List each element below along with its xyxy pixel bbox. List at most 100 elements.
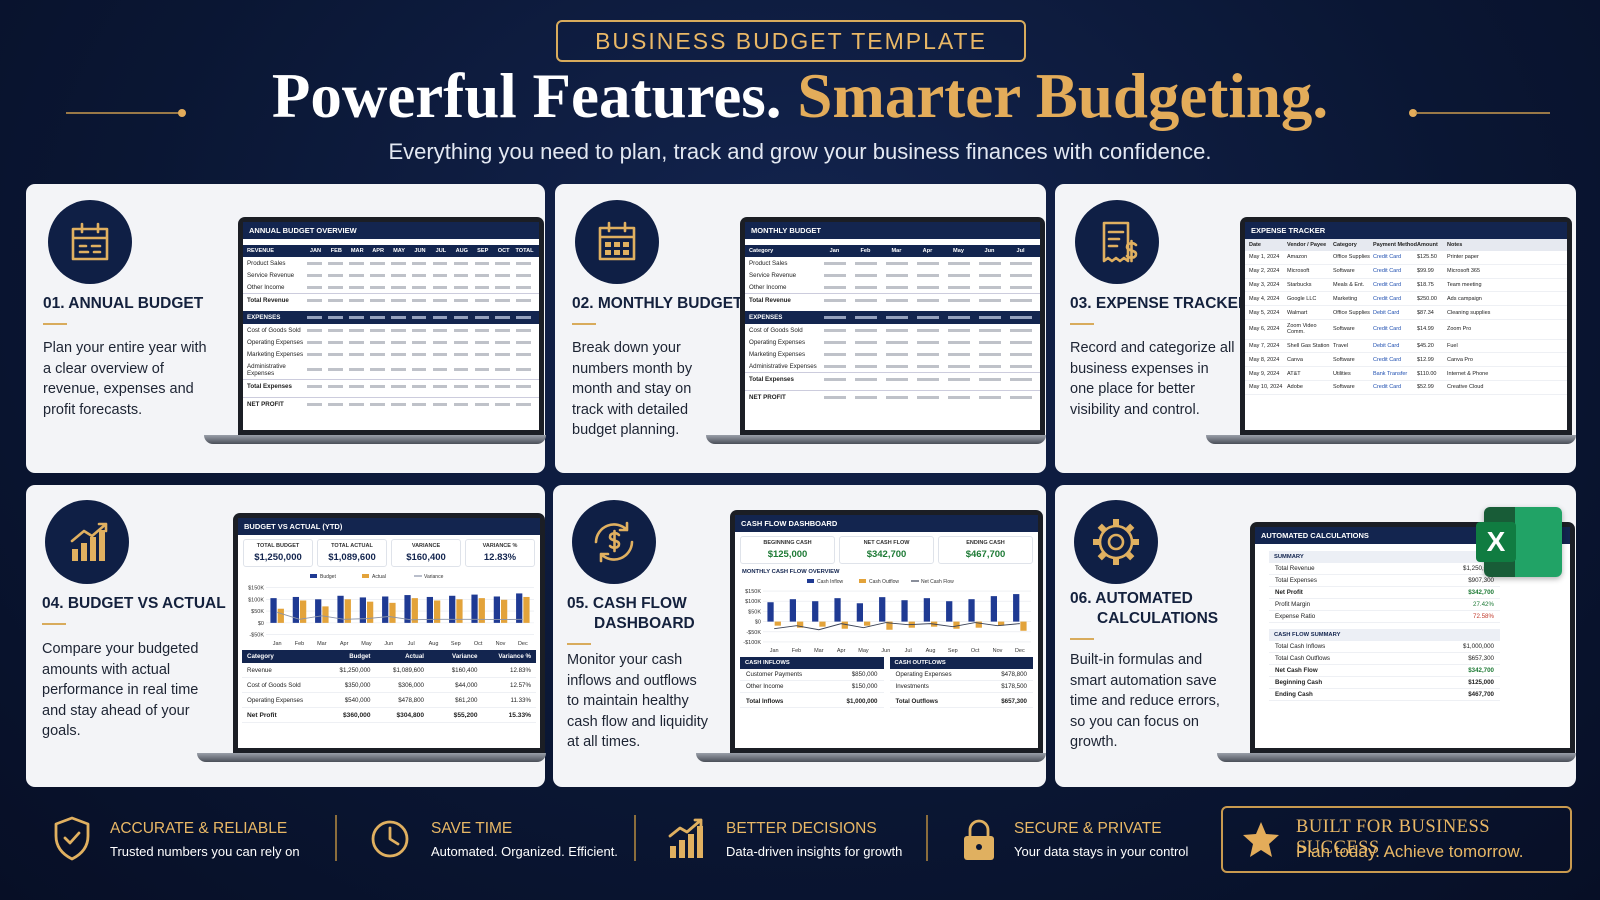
cell-value <box>979 328 1001 332</box>
icon-stroke <box>1102 221 1130 263</box>
column-header: May <box>953 248 964 254</box>
column-header: JAN <box>309 248 322 254</box>
feature-icon <box>48 200 132 284</box>
table-cell: Amazon <box>1287 254 1308 261</box>
section-label: EXPENSES <box>247 314 281 321</box>
x-tick-label: Jan <box>273 641 282 647</box>
table-row: Total Revenue <box>745 293 1040 306</box>
cell-value <box>411 328 427 332</box>
row-label: Other Income <box>746 683 784 690</box>
cell-value <box>824 273 846 277</box>
bar <box>864 621 871 626</box>
column-header: Category <box>1333 242 1357 248</box>
column-header <box>886 316 908 319</box>
screen-title: BUDGET VS ACTUAL (YTD) <box>238 518 540 535</box>
table-cell: $110.00 <box>1417 370 1437 377</box>
x-tick-label: Nov <box>993 648 1003 654</box>
table-row: Operating Expenses $540,000 $478,800 $61,20… <box>242 693 536 708</box>
bar <box>886 621 893 630</box>
bar <box>337 595 344 623</box>
cell-value <box>948 395 970 399</box>
table-row: Total Expenses <box>745 372 1040 385</box>
kpi-label: TOTAL ACTUAL <box>331 543 373 549</box>
cell-value <box>432 285 448 289</box>
cell-value <box>307 352 322 356</box>
row-label: Net Cash Flow <box>1275 667 1318 674</box>
card-description: Break down your numbers month by month a… <box>572 340 693 438</box>
table-cell: Credit Card <box>1373 254 1402 261</box>
cell-value <box>1010 298 1032 302</box>
row-label: Operating Expenses <box>749 338 806 346</box>
column-header: Category <box>749 248 774 254</box>
chart-title: MONTHLY CASH FLOW OVERVIEW <box>742 569 840 575</box>
kpi-card: TOTAL BUDGET $1,250,000 <box>243 539 313 567</box>
column-header <box>411 316 427 319</box>
laptop-base <box>706 435 1046 444</box>
row-value: $342,700 <box>1468 589 1494 596</box>
summary-row: Profit Margin 27.42% <box>1269 599 1500 611</box>
column-header: Variance <box>452 653 478 660</box>
icon-stroke <box>71 222 109 261</box>
row-label: Customer Payments <box>746 671 803 678</box>
screen-content: EXPENSE TRACKER Date Vendor / Payee Categor… <box>1245 222 1567 430</box>
screen-content: MONTHLY BUDGET Category Jan Feb Mar Apr May Jun… <box>745 222 1040 430</box>
legend-label: Net Cash Flow <box>921 579 954 585</box>
table-cell: May 7, 2024 <box>1249 343 1280 350</box>
column-header <box>1010 316 1032 319</box>
table-cell: May 1, 2024 <box>1249 254 1280 261</box>
cell-value <box>307 368 322 371</box>
feature-icon <box>575 200 659 284</box>
cell-value <box>370 384 385 388</box>
icon-stroke <box>598 221 636 261</box>
table-cell: $55,200 <box>453 711 478 719</box>
x-tick-label: Sep <box>451 641 461 647</box>
card-description: Compare your budgeted amounts with actua… <box>42 641 199 739</box>
cell-value <box>307 285 322 289</box>
summary-row: Total Outflows $657,300 <box>889 696 1033 708</box>
bar <box>367 601 374 623</box>
bar <box>501 599 508 623</box>
y-tick-label: -$50K <box>249 633 264 639</box>
icon-cell <box>623 250 629 255</box>
column-header <box>824 316 846 319</box>
bar <box>834 598 841 622</box>
cell-value <box>390 340 406 344</box>
table-cell: Utilities <box>1333 370 1351 377</box>
cell-value <box>855 285 877 289</box>
row-label: Net Profit <box>1275 589 1303 596</box>
bar <box>767 602 774 622</box>
table-row: Cost of Goods Sold $350,000 $306,000 $44,00… <box>242 678 536 693</box>
icon-stroke <box>1125 239 1138 263</box>
row-value: 72.58% <box>1473 613 1494 620</box>
cell-value <box>495 273 511 277</box>
cell-value <box>307 384 322 388</box>
cell-value <box>855 395 877 399</box>
footer-feature: BETTER DECISIONS Data-driven insights for… <box>726 820 902 859</box>
mini-chart: $150K $100K $50K $0 -$50K Budget Actual Varianc… <box>248 574 534 647</box>
cell-value <box>307 402 322 406</box>
row-label: Product Sales <box>749 259 788 267</box>
cell-value <box>453 340 469 344</box>
kpi-card: ENDING CASH $467,700 <box>938 536 1033 564</box>
cell-value <box>390 402 406 406</box>
title-block: 06. AUTOMATED CALCULATIONS <box>1070 589 1270 640</box>
column-header: Jun <box>984 248 995 254</box>
excel-letter: X <box>1476 522 1516 562</box>
table-row: Other Income <box>243 281 539 293</box>
row-value: $150,000 <box>851 683 878 690</box>
feature-icon <box>1075 200 1159 284</box>
x-tick-label: Dec <box>518 641 528 647</box>
cell-value <box>886 285 908 289</box>
bar <box>998 621 1005 626</box>
cta-box: BUILT FOR BUSINESS SUCCESS Plan today. Ac… <box>1221 806 1572 873</box>
cell-value <box>855 364 877 368</box>
table-header: REVENUE JAN FEB MAR APR MAY JUN JUL AUG SEP OCT TOT… <box>243 245 539 257</box>
bar <box>812 601 819 622</box>
x-tick-label: Apr <box>837 648 846 654</box>
feature-title: BETTER DECISIONS <box>726 820 877 837</box>
cell-value <box>855 273 877 277</box>
row-label: Marketing Expenses <box>247 350 304 358</box>
cell-value <box>495 402 511 406</box>
table-cell: Team meeting <box>1447 281 1482 288</box>
cell-value <box>432 402 448 406</box>
